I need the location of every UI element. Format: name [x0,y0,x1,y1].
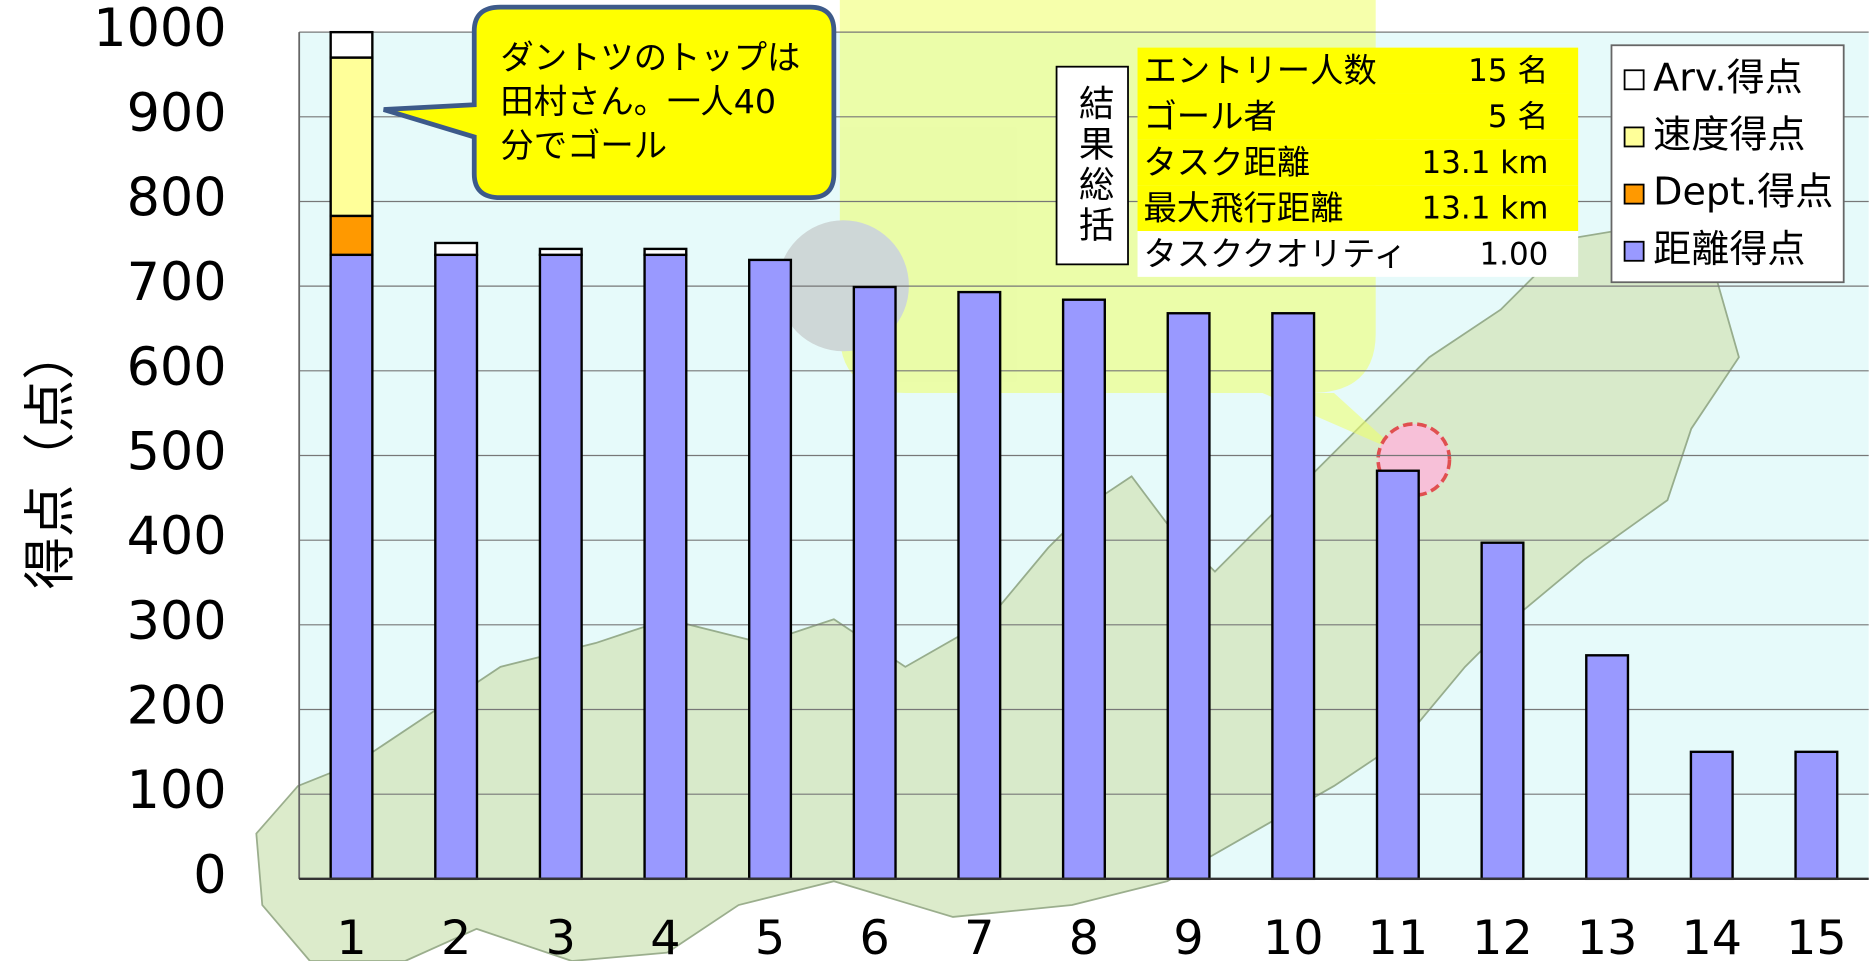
y-tick-label: 0 [193,845,226,906]
bar-segment [1271,312,1316,881]
x-tick-label: 1 [336,911,366,961]
bar-segment [329,56,374,218]
bar-segment [434,253,479,881]
x-tick-label: 4 [650,911,680,961]
x-tick-label: 8 [1069,911,1099,961]
bar-segment [1794,750,1839,881]
bar-segment [434,241,479,257]
legend-swatch [1623,69,1645,91]
callout-text: 田村さん。一人40 [500,82,776,121]
bar-segment [748,258,793,881]
summary-row [1137,231,1579,277]
x-tick-label: 14 [1681,911,1742,961]
bar-segment [643,247,688,257]
bar-segment [957,290,1002,881]
x-tick-label: 5 [755,911,785,961]
x-tick-label: 3 [546,911,576,961]
summary-row [1137,185,1579,232]
summary-value: 13.1 km [1422,145,1549,181]
summary-row [1137,139,1579,186]
legend-swatch [1623,183,1645,205]
y-tick-label: 1000 [93,0,226,59]
summary-title: 結果総括 [1073,85,1114,247]
y-tick-label: 100 [127,760,227,821]
x-tick-label: 9 [1173,911,1203,961]
y-tick-label: 900 [127,83,227,144]
bar-segment [329,30,374,59]
summary-label: タスク距離 [1143,143,1310,182]
summary-label: エントリー人数 [1143,51,1376,90]
x-tick-label: 13 [1577,911,1638,961]
legend-swatch [1623,240,1645,262]
y-tick-label: 800 [127,167,227,228]
bar-segment [1585,654,1630,881]
x-tick-label: 12 [1472,911,1533,961]
y-axis-label: 得点（点） [20,328,81,590]
x-tick-label: 7 [964,911,994,961]
bar-segment [1689,750,1734,881]
bar-segment [329,214,374,257]
summary-value: 5 名 [1488,99,1549,135]
legend-label: 速度得点 [1653,112,1805,156]
x-tick-label: 15 [1786,911,1847,961]
summary-row [1137,93,1579,140]
bars [329,30,1839,881]
legend-swatch [1623,126,1645,148]
legend-label: 距離得点 [1653,227,1805,271]
x-tick-label: 11 [1368,911,1429,961]
bar-segment [643,253,688,881]
bar-segment [1375,469,1420,881]
callout-text: ダントツのトップは [500,38,800,77]
legend-label: Dept.得点 [1653,170,1833,214]
legend-label: Arv.得点 [1653,55,1803,99]
bar-segment [538,253,583,881]
bar-segment [852,285,897,881]
summary-value: 13.1 km [1422,191,1549,227]
y-tick-label: 200 [127,675,227,736]
bar-segment [538,247,583,257]
y-tick-label: 300 [127,591,227,652]
callout-text: 分でゴール [500,126,667,165]
summary-value: 1.00 [1479,237,1548,273]
summary-row [1137,47,1579,94]
y-tick-label: 600 [127,337,227,398]
bar-segment [329,253,374,881]
summary-label: タスククオリティ [1143,235,1406,274]
y-tick-label: 700 [127,252,227,313]
x-tick-label: 10 [1263,911,1324,961]
summary-label: ゴール者 [1143,97,1276,136]
summary-label: 最大飛行距離 [1143,189,1343,228]
bar-segment [1166,312,1211,881]
y-tick-label: 400 [127,506,227,567]
x-tick-label: 6 [860,911,890,961]
y-tick-label: 500 [127,421,227,482]
summary-value: 15 名 [1468,53,1548,89]
x-tick-label: 2 [441,911,471,961]
bar-segment [1061,298,1106,881]
bar-segment [1480,541,1525,881]
